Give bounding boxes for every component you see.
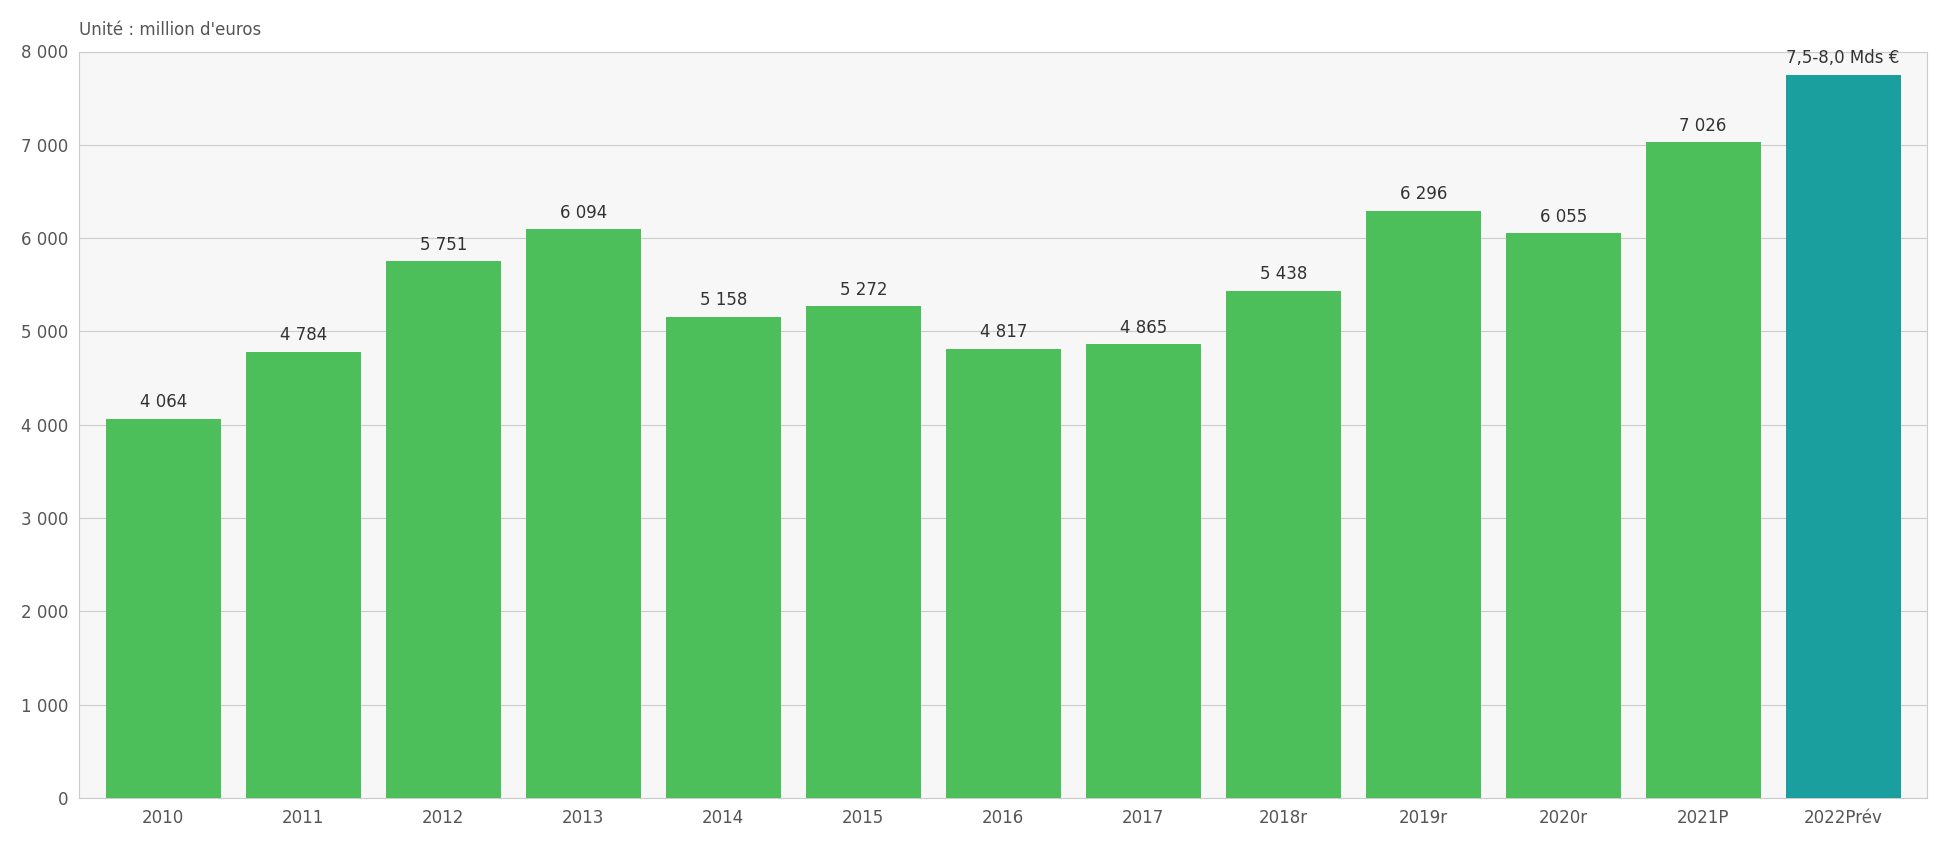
Text: 5 438: 5 438: [1260, 265, 1307, 283]
Text: 5 158: 5 158: [699, 291, 746, 310]
Bar: [1085, 344, 1200, 798]
Bar: [666, 316, 781, 798]
Text: 6 296: 6 296: [1399, 185, 1447, 203]
Bar: [105, 419, 220, 798]
Text: 5 272: 5 272: [840, 281, 886, 298]
Bar: [1506, 233, 1621, 798]
Bar: [1786, 75, 1901, 798]
Text: 7,5-8,0 Mds €: 7,5-8,0 Mds €: [1786, 49, 1899, 67]
Text: 4 865: 4 865: [1120, 319, 1167, 337]
Bar: [806, 306, 921, 798]
Text: 4 817: 4 817: [980, 323, 1027, 341]
Text: 6 094: 6 094: [559, 204, 608, 222]
Text: 7 026: 7 026: [1679, 117, 1726, 135]
Bar: [386, 261, 501, 798]
Bar: [1646, 142, 1761, 798]
Text: Unité : million d'euros: Unité : million d'euros: [80, 21, 261, 39]
Bar: [947, 349, 1060, 798]
Text: 6 055: 6 055: [1539, 208, 1588, 226]
Bar: [526, 229, 641, 798]
Text: 4 064: 4 064: [140, 393, 187, 411]
Text: 4 784: 4 784: [281, 326, 327, 344]
Bar: [1366, 210, 1480, 798]
Bar: [245, 352, 360, 798]
Text: 5 751: 5 751: [419, 236, 468, 254]
Bar: [1225, 291, 1340, 798]
